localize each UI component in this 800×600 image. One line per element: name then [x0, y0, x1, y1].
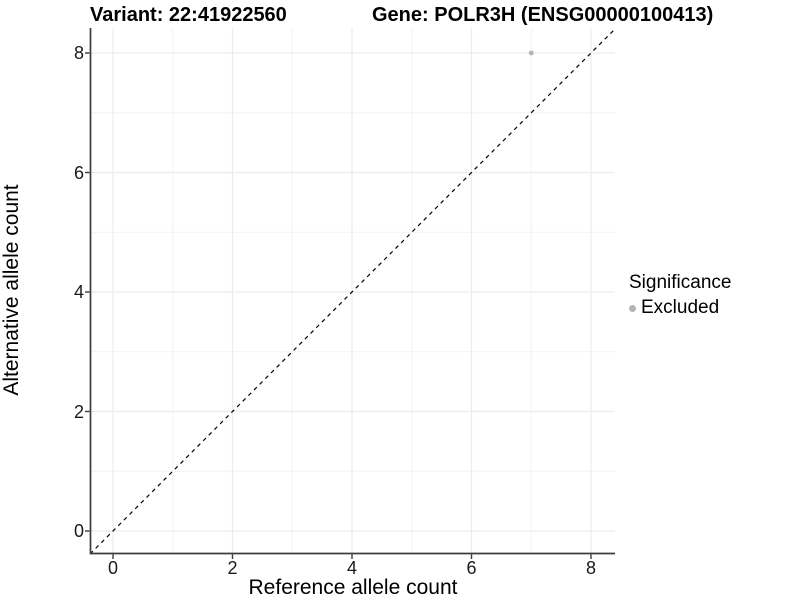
x-tick-label: 2 [227, 558, 238, 578]
plot-title-variant: Variant: 22:41922560 [90, 4, 287, 26]
y-tick-label: 4 [73, 282, 84, 302]
y-tick-label: 8 [73, 43, 84, 63]
legend-items: Excluded [629, 297, 731, 319]
data-point [528, 50, 534, 56]
legend-point-icon [629, 304, 636, 312]
y-axis-label: Alternative allele count [0, 184, 23, 396]
x-tick-label: 4 [346, 558, 358, 578]
legend-item-label: Excluded [641, 297, 720, 318]
x-axis-label: Reference allele count [248, 576, 458, 599]
legend-item: Excluded [629, 297, 731, 319]
y-tick-label: 6 [73, 162, 84, 183]
y-tick-label: 2 [73, 401, 84, 422]
x-tick-label: 0 [107, 558, 119, 578]
legend-title: Significance [629, 272, 732, 293]
x-tick-label: 8 [585, 558, 597, 578]
x-tick-label: 6 [466, 558, 477, 578]
plot-title-gene: Gene: POLR3H (ENSG00000100413) [372, 4, 714, 26]
y-tick-label: 0 [73, 521, 84, 541]
legend: Significance Excluded [629, 272, 731, 319]
axis-lines [89, 28, 615, 555]
identity-line [90, 28, 615, 554]
